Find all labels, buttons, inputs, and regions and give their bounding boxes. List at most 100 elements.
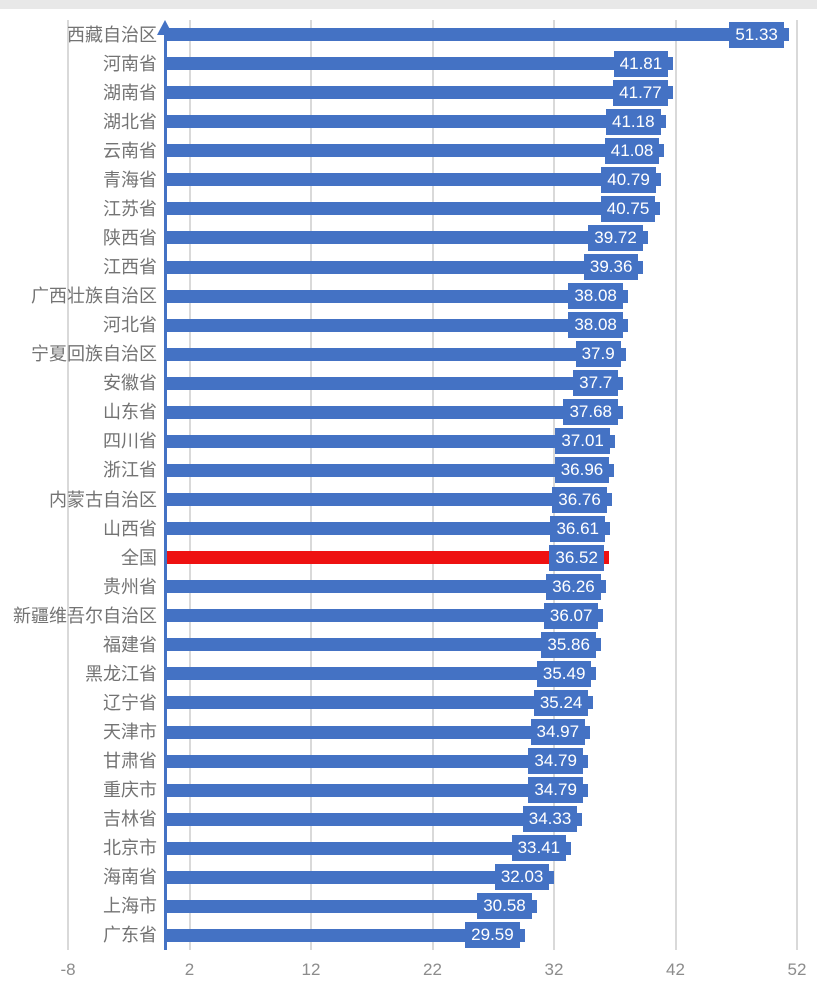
category-label: 北京市 [103,838,157,859]
bar [165,667,597,681]
x-tick-label: 52 [787,960,807,979]
value-label: 41.81 [613,50,669,77]
value-label: 35.24 [533,689,589,716]
category-label: 陕西省 [103,227,157,248]
category-label: 海南省 [103,867,157,888]
x-tick-label: 32 [544,960,564,979]
value-label: 36.76 [552,486,607,513]
category-label: 宁夏回族自治区 [31,344,157,365]
category-label: 山西省 [103,518,157,539]
bar [165,870,555,884]
category-label: 安徽省 [103,373,157,394]
value-label: 38.08 [568,312,623,339]
value-label: 39.72 [588,224,643,251]
value-label: 34.79 [528,777,583,804]
bar [165,696,594,710]
bar [165,783,588,797]
bar [165,928,525,942]
bar [165,405,623,419]
category-label: 甘肃省 [103,751,157,772]
gridline [796,20,798,950]
value-label: 51.33 [729,21,784,48]
category-label: 黑龙江省 [85,663,157,684]
x-tick-label: 12 [301,960,321,979]
value-label: 35.86 [541,631,596,658]
bar [165,899,537,913]
bar [165,260,644,274]
gridline [553,20,555,950]
value-label: 34.79 [528,748,583,775]
bar [165,289,628,303]
gridline [188,20,191,950]
value-label: 35.49 [536,660,592,687]
bar [165,493,612,507]
value-label: 41.77 [613,79,668,106]
bar [165,231,648,245]
value-label: 30.58 [477,893,532,920]
bar [165,754,588,768]
category-label: 内蒙古自治区 [49,489,157,510]
value-label: 37.9 [575,341,621,368]
value-label: 41.18 [606,108,661,135]
bar [165,144,665,158]
category-label: 吉林省 [103,809,157,830]
category-label: 河南省 [103,53,157,74]
category-label: 湖北省 [103,111,157,132]
bar [165,638,601,652]
category-label: 浙江省 [103,460,157,481]
value-label: 38.08 [568,283,623,310]
category-label: 云南省 [103,140,157,161]
value-label: 36.07 [543,602,599,629]
category-label: 福建省 [103,634,157,655]
category-label: 广西壮族自治区 [31,286,157,307]
value-label: 37.7 [573,370,619,397]
x-tick-label: 42 [666,960,685,979]
category-label: 全国 [121,547,157,568]
gridline [674,20,677,950]
x-tick-label: 2 [184,960,195,979]
value-label: 29.59 [465,922,520,949]
bar [165,609,604,623]
category-label: 山东省 [103,402,157,423]
category-label: 河北省 [103,315,157,336]
bar [165,841,572,855]
category-label: 上海市 [103,896,157,917]
bar [165,434,615,448]
value-label: 36.61 [550,515,606,542]
bar [165,522,610,536]
value-label: 40.79 [601,166,656,193]
x-tick-label: -8 [60,960,76,979]
bar [165,28,789,42]
bar [165,173,661,187]
value-label: 37.01 [555,428,610,455]
category-label: 重庆市 [103,780,157,801]
value-label: 32.03 [494,864,550,891]
bar [165,347,626,361]
value-label: 39.36 [583,254,639,281]
bar-highlighted [165,551,609,565]
category-label: 西藏自治区 [67,24,157,45]
bar [165,725,591,739]
value-label: 33.41 [511,835,567,862]
category-label: 江西省 [103,257,157,278]
value-label: 36.26 [546,573,601,600]
value-label: 41.08 [604,137,660,164]
bar [165,812,583,826]
category-label: 新疆维吾尔自治区 [13,605,157,626]
x-tick-label: 22 [423,960,442,979]
category-label: 青海省 [103,169,157,190]
value-axis-line [163,34,167,950]
window-top-edge [0,0,817,9]
bar [165,86,673,100]
value-label: 34.97 [530,719,586,746]
bar [165,115,666,129]
value-label: 36.96 [554,457,610,484]
axis-arrow-up-icon [157,20,174,35]
gridline [310,20,312,950]
gridline [431,20,434,950]
bar [165,57,674,71]
category-label: 江苏省 [103,198,157,219]
category-label: 天津市 [103,722,157,743]
category-label: 辽宁省 [103,692,157,713]
